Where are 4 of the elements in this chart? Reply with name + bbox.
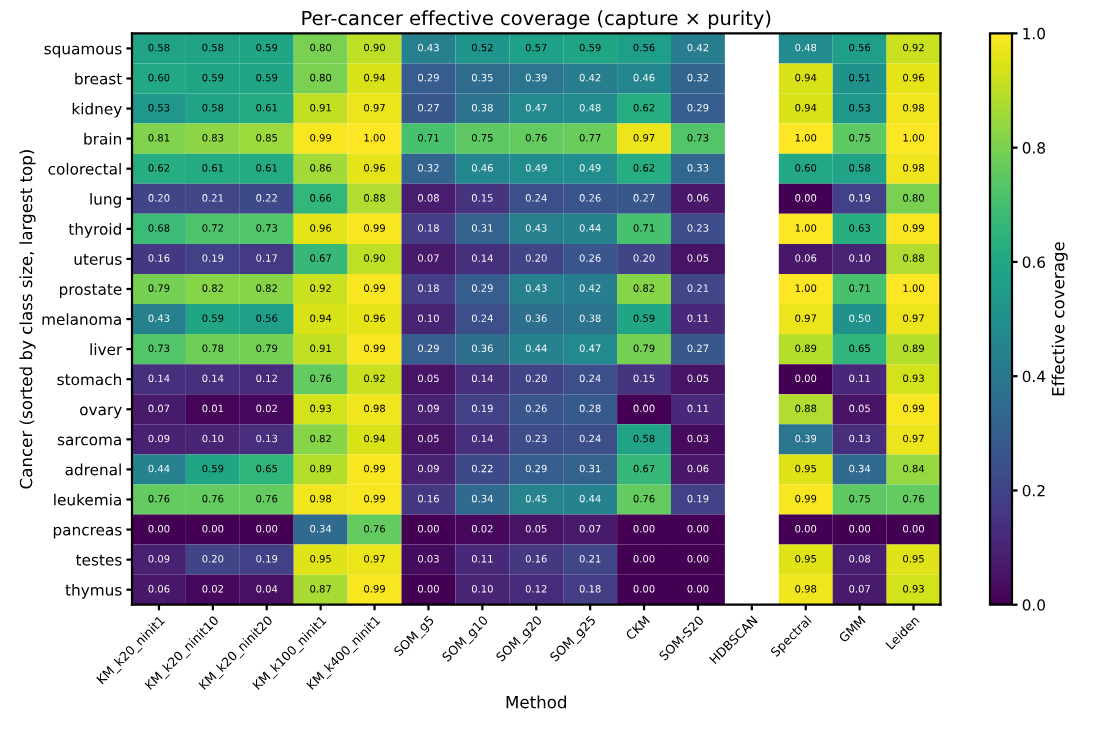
x-axis-title: Method <box>506 695 566 709</box>
y-axis-title: Cancer (sorted by class size, largest top) <box>19 150 36 489</box>
chart-title: Per-cancer effective coverage (capture × purity) <box>302 10 771 30</box>
color-bar-title: Effective coverage <box>1051 242 1068 396</box>
